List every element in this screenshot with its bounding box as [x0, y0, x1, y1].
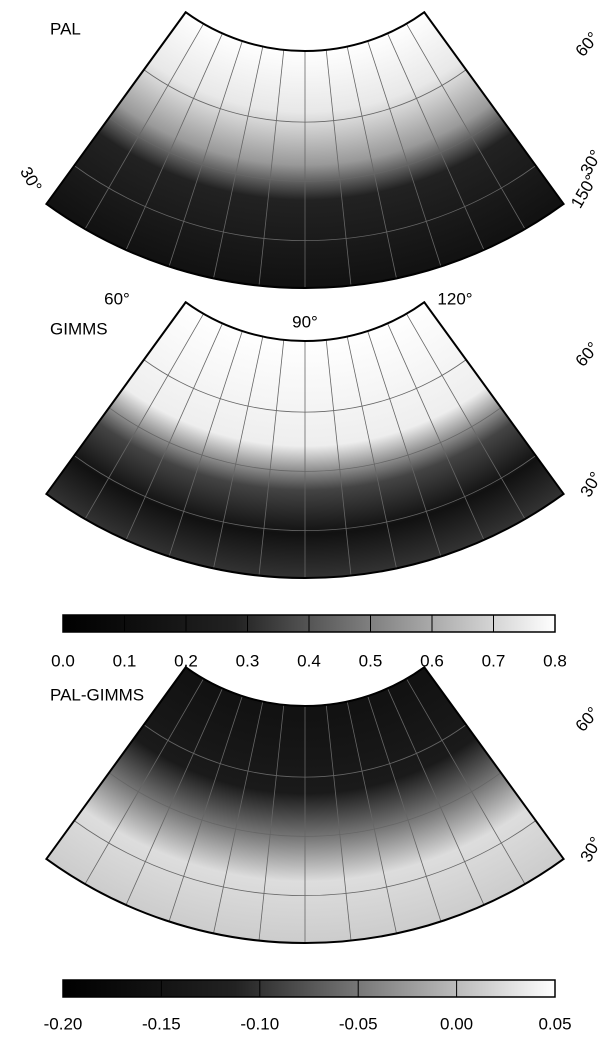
coordinate-label: 30°	[576, 469, 605, 501]
colorbar-tick-label: 0.8	[543, 651, 567, 670]
coordinate-label: 90°	[292, 312, 318, 331]
figure: PAL60°30°30°150°60°120°GIMMS90°60°30°PAL…	[0, 0, 610, 1039]
colorbar-tick-label: 0.00	[440, 1014, 473, 1033]
colorbar-tick-label: 0.5	[359, 651, 383, 670]
coordinate-label: 30°	[576, 834, 605, 866]
colorbar-tick-label: 0.0	[51, 651, 75, 670]
panel-title: GIMMS	[50, 319, 108, 338]
panel-title: PAL-GIMMS	[50, 685, 144, 704]
colorbar-tick-label: -0.10	[240, 1014, 279, 1033]
coordinate-label: 150°	[567, 172, 601, 212]
colorbar	[63, 980, 555, 997]
colorbar-tick-label: 0.7	[482, 651, 506, 670]
coordinate-label: 60°	[572, 338, 603, 370]
coordinate-label: 30°	[16, 164, 45, 196]
coordinate-label: 30°	[576, 147, 605, 179]
colorbar-tick-label: 0.05	[538, 1014, 571, 1033]
colorbar-tick-label: 0.2	[174, 651, 198, 670]
panel-title: PAL	[50, 19, 81, 38]
colorbar-tick-label: -0.15	[142, 1014, 181, 1033]
colorbar-tick-label: 0.4	[297, 651, 321, 670]
colorbar-tick-label: -0.05	[339, 1014, 378, 1033]
coordinate-label: 120°	[437, 289, 472, 308]
colorbar-tick-label: -0.20	[44, 1014, 83, 1033]
coordinate-label: 60°	[572, 28, 603, 60]
coordinate-label: 60°	[572, 703, 603, 735]
colorbar-tick-label: 0.1	[113, 651, 137, 670]
colorbar-tick-label: 0.3	[236, 651, 260, 670]
coordinate-label: 60°	[104, 289, 130, 308]
colorbar-tick-label: 0.6	[420, 651, 444, 670]
